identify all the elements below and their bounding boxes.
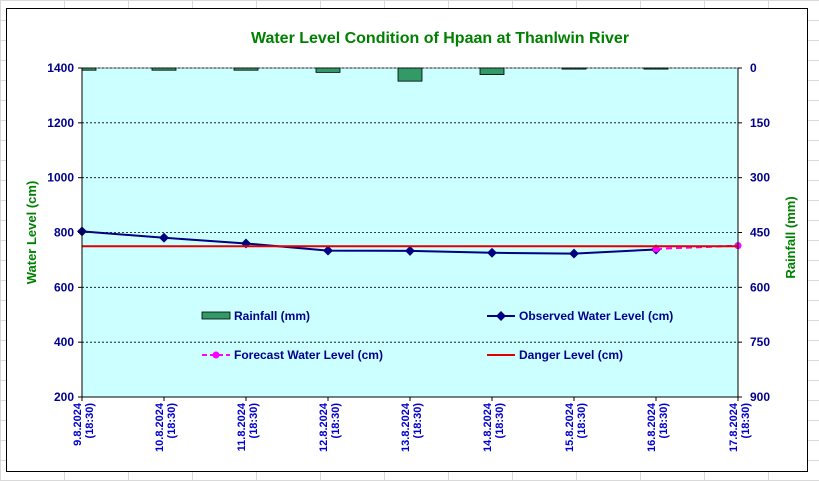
legend-label: Rainfall (mm) <box>234 309 310 323</box>
observed-line <box>81 230 657 255</box>
y2-tick-label: 450 <box>750 226 770 240</box>
observed-point <box>405 245 415 256</box>
x-tick-label: 17.8.2024(18:30) <box>728 402 752 452</box>
x-tick-label: 12.8.2024(18:30) <box>318 402 342 452</box>
y-tick-label: 1000 <box>47 171 74 185</box>
x-tick-label: 15.8.2024(18:30) <box>564 402 588 452</box>
chart-title: Water Level Condition of Hpaan at Thanlw… <box>251 30 629 47</box>
rainfall-bar <box>479 67 505 75</box>
y2-tick-label: 900 <box>750 390 770 404</box>
y-tick-label: 1200 <box>47 116 74 130</box>
legend: Rainfall (mm) Observed Water Level (cm) Fo… <box>201 309 673 362</box>
rainfall-bar <box>397 67 423 82</box>
legend-label: Danger Level (cm) <box>519 348 623 362</box>
y-tick-label: 200 <box>54 390 74 404</box>
x-tick-label: 16.8.2024(18:30) <box>646 402 670 452</box>
forecast-line <box>655 244 739 250</box>
series-lines <box>77 226 742 259</box>
axis-ticks: 200 400 600 800 1000 1200 1400 0 150 300 450 600 750… <box>47 61 770 452</box>
y2-tick-label: 300 <box>750 171 770 185</box>
legend-marker-observed <box>496 311 506 321</box>
rainfall-bar <box>81 67 97 71</box>
x-tick-label: 13.8.2024(18:30) <box>400 402 424 452</box>
x-tick-label: 11.8.2024(18:30) <box>236 402 260 451</box>
y2-tick-label: 0 <box>750 61 757 75</box>
y2-tick-label: 150 <box>750 116 770 130</box>
rainfall-bar <box>315 67 341 73</box>
observed-point <box>323 245 333 256</box>
rainfall-bar <box>151 67 177 71</box>
legend-marker-forecast <box>212 351 220 359</box>
y2-tick-label: 750 <box>750 335 770 349</box>
y-tick-label: 600 <box>54 280 74 294</box>
rainfall-bars <box>81 67 669 82</box>
y-axis-title: Water Level (cm) <box>24 181 39 285</box>
y-tick-label: 400 <box>54 335 74 349</box>
y-tick-label: 800 <box>54 226 74 240</box>
y2-tick-label: 600 <box>750 280 770 294</box>
rainfall-bar <box>561 67 587 70</box>
legend-label: Forecast Water Level (cm) <box>234 348 383 362</box>
x-tick-label: 10.8.2024(18:30) <box>154 402 178 452</box>
y-tick-label: 1400 <box>47 61 74 75</box>
observed-point <box>159 232 169 243</box>
observed-point <box>487 247 497 258</box>
y2-axis-title: Rainfall (mm) <box>783 196 798 278</box>
x-tick-label: 14.8.2024(18:30) <box>482 402 506 452</box>
rainfall-bar <box>643 67 669 70</box>
x-tick-label: 9.8.2024(18:30) <box>72 402 96 446</box>
legend-label: Observed Water Level (cm) <box>519 309 673 323</box>
rainfall-bar <box>233 67 259 71</box>
legend-swatch-rainfall <box>201 311 231 320</box>
observed-point <box>569 248 579 259</box>
